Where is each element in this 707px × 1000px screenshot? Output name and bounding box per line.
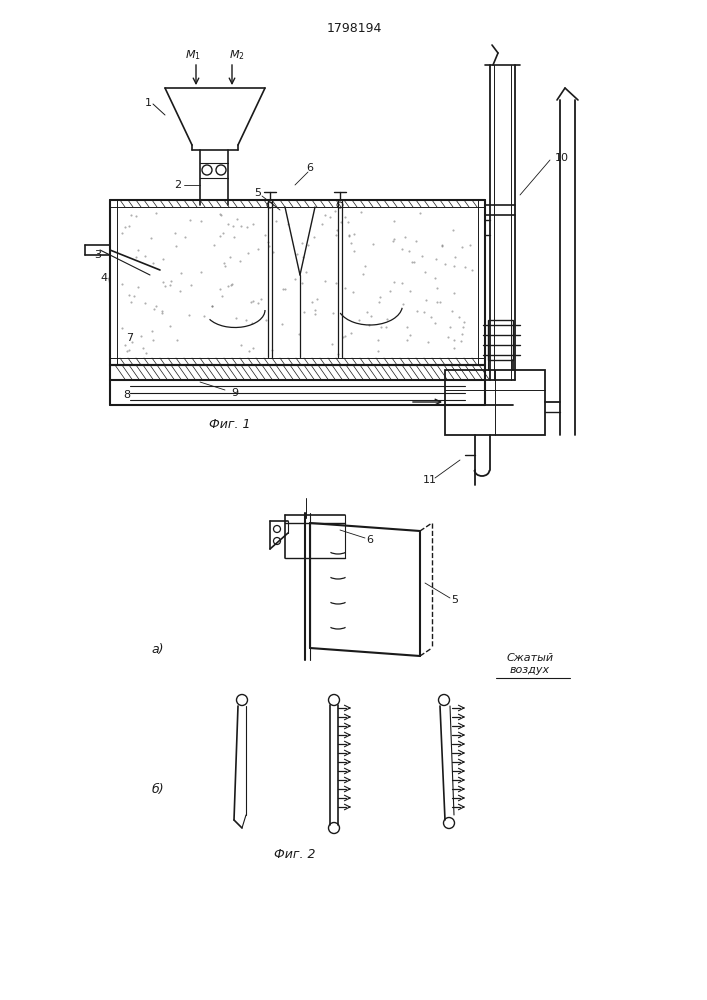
Bar [445,370,545,435]
Text: 6: 6 [307,163,313,173]
Text: 11: 11 [423,475,437,485]
Text: 3: 3 [95,250,102,260]
Text: 8: 8 [124,390,131,400]
Text: 6: 6 [366,535,373,545]
Text: б): б) [152,784,164,796]
Text: Фиг. 2: Фиг. 2 [274,848,316,861]
Text: 7: 7 [127,333,134,343]
Text: Сжатый: Сжатый [506,653,554,663]
Text: 4: 4 [100,273,107,283]
Text: 5: 5 [255,188,262,198]
Text: 2: 2 [175,180,182,190]
Text: 1798194: 1798194 [327,21,382,34]
Text: 10: 10 [555,153,569,163]
Text: 9: 9 [231,388,238,398]
Text: 5: 5 [452,595,459,605]
Bar [488,320,513,360]
Text: воздух: воздух [510,665,550,675]
Text: $M_1$: $M_1$ [185,48,201,62]
Text: $M_2$: $M_2$ [229,48,245,62]
Text: а): а) [152,644,164,656]
Text: 1: 1 [144,98,151,108]
Text: Фиг. 1: Фиг. 1 [209,418,251,432]
